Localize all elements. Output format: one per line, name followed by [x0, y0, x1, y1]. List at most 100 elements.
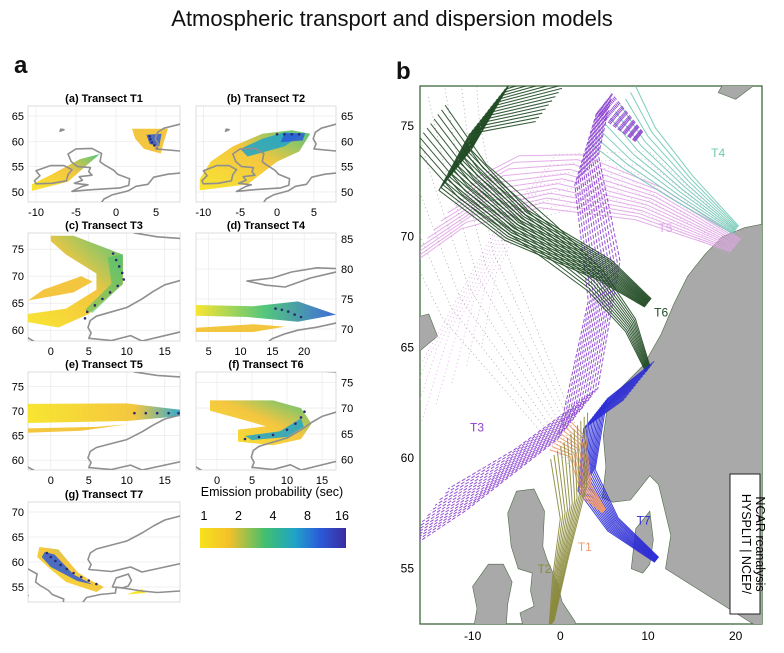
- transect-point: [45, 551, 49, 555]
- coastline: [0, 484, 9, 502]
- trajectory-line: [594, 361, 660, 558]
- ytick-label: 65: [401, 340, 415, 354]
- map-b-clip: [420, 86, 762, 624]
- annotation-text: HYSPLIT | NCEP/: [739, 494, 753, 595]
- trajectory-line: [439, 95, 643, 501]
- coastline: [246, 266, 336, 288]
- trajectory-line: [466, 157, 741, 367]
- ytick-label: 70: [12, 406, 24, 418]
- coastline: [204, 39, 332, 55]
- xtick-label: 5: [86, 475, 92, 487]
- figure-title: Atmospheric transport and dispersion mod…: [171, 6, 613, 31]
- xtick-label: 10: [281, 475, 293, 487]
- ytick-label: 65: [12, 532, 24, 544]
- transect-point: [299, 315, 303, 319]
- trajectory-line: [481, 150, 743, 347]
- trajectory-line: [591, 367, 659, 559]
- transect-point: [83, 317, 87, 320]
- colorbar-tick-label: 4: [270, 509, 277, 523]
- colorbar-title: Emission probability (sec): [201, 485, 343, 499]
- ytick-label: 70: [12, 271, 24, 283]
- xtick-label: 10: [234, 346, 246, 358]
- trajectory-line: [448, 100, 648, 305]
- ytick-label: 55: [12, 582, 24, 594]
- coastline: [33, 164, 73, 185]
- panel-title-a4: (d) Transect T4: [227, 220, 306, 232]
- panel-title-a7: (g) Transect T7: [65, 489, 143, 501]
- ytick-label: 55: [401, 562, 415, 576]
- trajectory-line: [453, 91, 649, 304]
- trajectory-line: [437, 114, 650, 369]
- trajectory-line: [625, 98, 738, 229]
- trajectory-T6-b: [420, 104, 651, 373]
- ytick-label: 75: [12, 382, 24, 394]
- panel-title-a2: (b) Transect T2: [227, 93, 305, 105]
- ytick-label: 65: [341, 111, 353, 123]
- coastline: [312, 123, 336, 152]
- transect-point: [116, 284, 119, 288]
- trajectory-line: [586, 378, 658, 560]
- trajectory-line: [570, 421, 607, 510]
- coastline: [59, 128, 65, 133]
- trajectory-line: [426, 127, 649, 370]
- ytick-label: 60: [12, 136, 24, 148]
- map-clip-group: [0, 372, 180, 502]
- ytick-label: 65: [12, 111, 24, 123]
- ytick-label: 65: [341, 429, 353, 441]
- xtick-label: 5: [153, 207, 159, 219]
- trajectory-line: [447, 173, 738, 245]
- map-panel-a7: [27, 501, 181, 603]
- transect-point: [150, 141, 154, 144]
- ytick-label: 60: [12, 455, 24, 467]
- xtick-label: 15: [316, 475, 328, 487]
- trajectory-line: [599, 130, 735, 233]
- panel-a-label: a: [14, 52, 28, 79]
- ytick-label: 75: [341, 377, 353, 389]
- transect-point: [108, 291, 112, 294]
- trajectory-line: [464, 86, 651, 301]
- coastline: [0, 448, 1, 450]
- transect-point: [155, 411, 159, 415]
- trajectory-line: [561, 433, 605, 512]
- emission-core: [85, 254, 123, 313]
- ytick-label: 65: [12, 298, 24, 310]
- transect-point: [111, 252, 115, 255]
- xtick-label: 15: [159, 346, 171, 358]
- trajectory-line: [610, 117, 736, 231]
- ytick-label: 80: [341, 264, 353, 276]
- ytick-label: 60: [12, 557, 24, 569]
- coastline: [82, 586, 180, 602]
- transect-point: [285, 428, 289, 432]
- coastline: [201, 164, 238, 185]
- trajectory-line: [551, 429, 578, 624]
- coastline: [224, 128, 230, 133]
- transect-point: [294, 422, 297, 425]
- transect-point: [274, 307, 277, 310]
- xtick-label: 10: [641, 629, 655, 643]
- coastline: [0, 356, 9, 376]
- trajectory-line: [552, 420, 583, 623]
- trajectory-line: [556, 439, 605, 513]
- transect-point: [101, 297, 104, 301]
- colorbar-tick-label: 1: [201, 509, 208, 523]
- map-clip-group: [0, 233, 180, 376]
- panel-b-label: b: [396, 58, 411, 85]
- trajectory-line: [589, 143, 733, 235]
- transect-point: [72, 571, 75, 575]
- ytick-label: 75: [401, 119, 415, 133]
- trajectory-line: [426, 100, 641, 517]
- series-label-t4: T4: [711, 146, 725, 160]
- map-panel-a1: [27, 39, 332, 203]
- colorbar-tick-label: 8: [304, 509, 311, 523]
- transect-point: [290, 132, 294, 136]
- land-mass: [420, 313, 438, 352]
- xtick-label: 5: [206, 346, 212, 358]
- xtick-label: 0: [274, 207, 280, 219]
- trajectory-line: [420, 112, 636, 542]
- trajectory-line: [440, 178, 737, 246]
- trajectory-line: [420, 197, 733, 252]
- transect-point: [280, 308, 284, 312]
- panel-b-group: T1 T2 T3 T4 T5 T6 T7 HYSPLIT | NCEP/NCAR reanal…: [401, 85, 767, 643]
- ytick-label: 60: [401, 451, 415, 465]
